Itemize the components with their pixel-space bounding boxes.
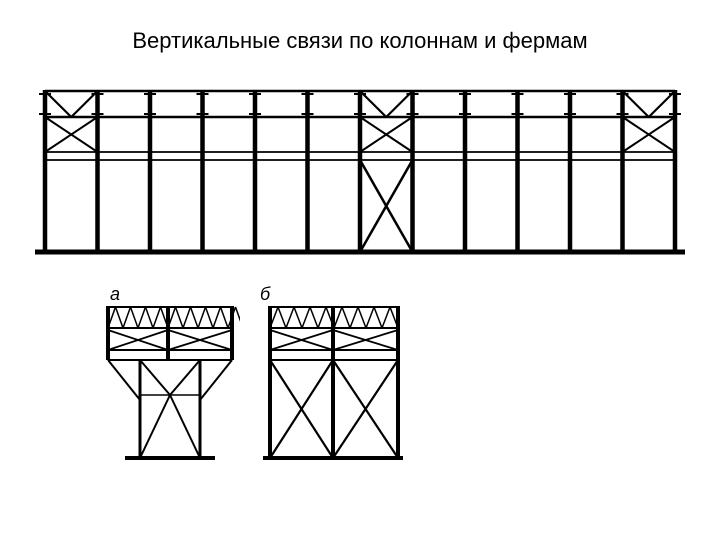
main-elevation-diagram (35, 80, 685, 255)
detail-a-diagram (100, 300, 240, 460)
page-title: Вертикальные связи по колоннам и фермам (0, 28, 720, 54)
title-text: Вертикальные связи по колоннам и фермам (132, 28, 587, 53)
detail-b-diagram (258, 300, 408, 460)
